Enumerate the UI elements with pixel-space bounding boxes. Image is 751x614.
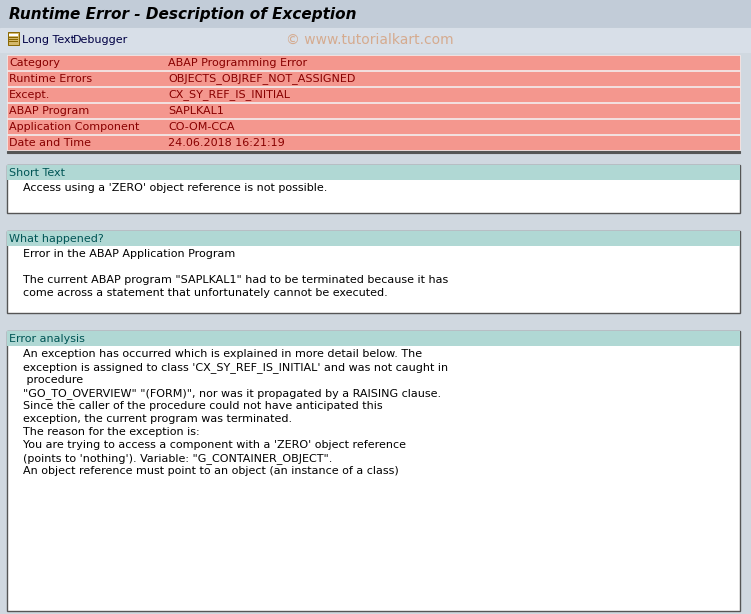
Text: The current ABAP program "SAPLKAL1" had to be terminated because it has: The current ABAP program "SAPLKAL1" had … [9,275,448,285]
Bar [7,331,740,346]
Text: OBJECTS_OBJREF_NOT_ASSIGNED: OBJECTS_OBJREF_NOT_ASSIGNED [168,73,355,84]
Text: 24.06.2018 16:21:19: 24.06.2018 16:21:19 [168,138,285,147]
Text: exception is assigned to class 'CX_SY_REF_IS_INITIAL' and was not caught in: exception is assigned to class 'CX_SY_RE… [9,362,448,373]
Text: Category: Category [9,58,60,68]
Bar [8,32,19,45]
Bar [7,55,740,70]
Text: exception, the current program was terminated.: exception, the current program was termi… [9,414,292,424]
Bar [9,37,18,38]
Bar [7,119,740,134]
Text: Access using a 'ZERO' object reference is not possible.: Access using a 'ZERO' object reference i… [9,183,327,193]
Text: Long Text: Long Text [22,35,75,45]
Bar [7,151,740,152]
Bar [7,165,740,180]
Text: "GO_TO_OVERVIEW" "(FORM)", nor was it propagated by a RAISING clause.: "GO_TO_OVERVIEW" "(FORM)", nor was it pr… [9,388,441,399]
Bar [7,135,740,150]
Bar [9,39,18,40]
Text: Runtime Errors: Runtime Errors [9,74,92,84]
Bar [7,331,740,611]
Text: ABAP Programming Error: ABAP Programming Error [168,58,307,68]
Text: An exception has occurred which is explained in more detail below. The: An exception has occurred which is expla… [9,349,422,359]
Bar [7,165,740,213]
Text: SAPLKAL1: SAPLKAL1 [168,106,224,115]
Text: Short Text: Short Text [9,168,65,177]
Text: Since the caller of the procedure could not have anticipated this: Since the caller of the procedure could … [9,401,382,411]
Text: CX_SY_REF_IS_INITIAL: CX_SY_REF_IS_INITIAL [168,89,290,100]
Bar [9,34,18,36]
Bar [7,231,740,246]
Text: © www.tutorialkart.com: © www.tutorialkart.com [286,33,454,47]
Text: Runtime Error - Description of Exception: Runtime Error - Description of Exception [9,7,357,21]
Bar [7,87,740,102]
Text: What happened?: What happened? [9,233,104,244]
Bar [0,0,751,28]
Text: procedure: procedure [9,375,83,385]
Text: The reason for the exception is:: The reason for the exception is: [9,427,200,437]
Bar [9,41,18,42]
Text: Date and Time: Date and Time [9,138,91,147]
Text: ABAP Program: ABAP Program [9,106,89,115]
Text: Application Component: Application Component [9,122,140,131]
Bar [0,28,751,52]
Text: Error analysis: Error analysis [9,333,85,343]
Text: You are trying to access a component with a 'ZERO' object reference: You are trying to access a component wit… [9,440,406,450]
Text: come across a statement that unfortunately cannot be executed.: come across a statement that unfortunate… [9,288,388,298]
Text: (points to 'nothing'). Variable: "G_CONTAINER_OBJECT".: (points to 'nothing'). Variable: "G_CONT… [9,453,333,464]
Bar [7,231,740,313]
Text: Error in the ABAP Application Program: Error in the ABAP Application Program [9,249,235,259]
Bar [7,71,740,86]
Text: CO-OM-CCA: CO-OM-CCA [168,122,234,131]
Text: Except.: Except. [9,90,50,99]
Bar [7,103,740,118]
Text: Debugger: Debugger [73,35,128,45]
Text: An object reference must point to an object (an instance of a class): An object reference must point to an obj… [9,466,399,476]
